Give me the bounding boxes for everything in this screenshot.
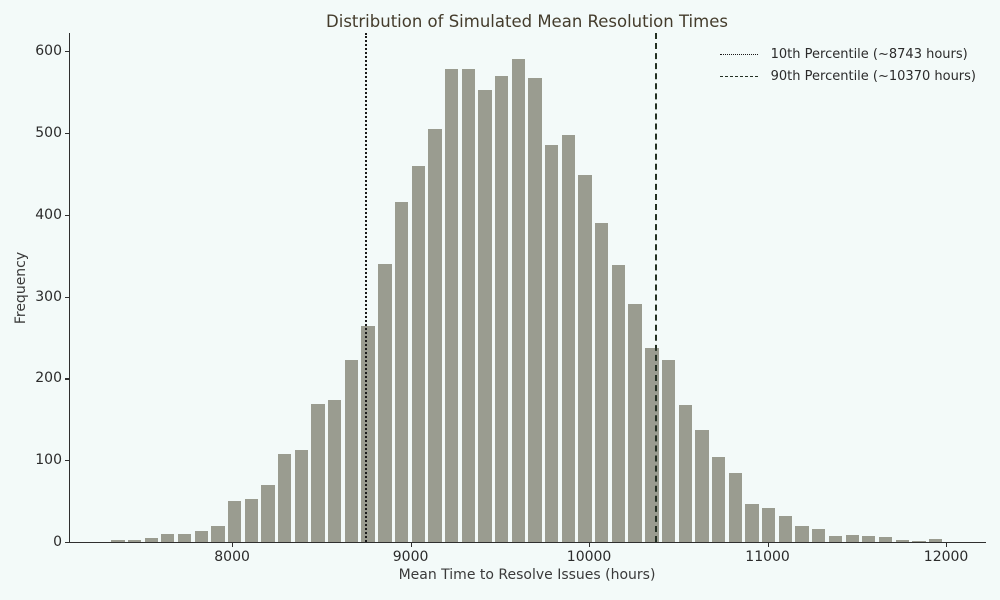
histogram-bar <box>211 525 225 542</box>
y-tick-label: 0 <box>53 534 62 550</box>
y-tick <box>64 132 69 135</box>
x-tick-label: 10000 <box>566 549 612 565</box>
histogram-bar <box>611 264 626 542</box>
legend: 10th Percentile (~8743 hours) 90th Perce… <box>719 46 976 84</box>
histogram-bar <box>311 403 325 542</box>
legend-item-90th-percentile: 90th Percentile (~10370 hours) <box>719 68 976 84</box>
histogram-bar <box>328 399 342 542</box>
chart-title: Distribution of Simulated Mean Resolutio… <box>326 12 728 31</box>
histogram-bar <box>461 69 475 542</box>
y-tick <box>64 296 69 298</box>
x-tick <box>946 542 948 547</box>
dotted-line-icon <box>719 53 758 55</box>
histogram-bar <box>862 536 876 542</box>
legend-item-10th-percentile: 10th Percentile (~8743 hours) <box>719 46 976 62</box>
histogram-bar <box>895 540 909 542</box>
x-tick <box>232 542 234 547</box>
histogram-bar <box>778 515 793 542</box>
histogram-bar <box>294 449 308 542</box>
histogram-bar <box>728 473 742 542</box>
x-tick-label: 12000 <box>923 549 969 565</box>
histogram-bar <box>278 453 292 542</box>
histogram-bar <box>628 303 642 542</box>
histogram-bar <box>761 507 776 542</box>
legend-label: 90th Percentile (~10370 hours) <box>770 68 976 84</box>
y-tick <box>64 51 69 53</box>
histogram-bar <box>428 128 442 542</box>
10th-percentile-line <box>364 33 367 542</box>
histogram-bar <box>244 498 259 542</box>
histogram-bar <box>928 538 943 542</box>
histogram-bar <box>578 174 592 542</box>
histogram-bar <box>828 536 843 542</box>
histogram-bar <box>528 78 542 542</box>
x-tick-label: 11000 <box>745 549 790 565</box>
histogram-bar <box>511 59 526 542</box>
histogram-bar <box>161 533 175 542</box>
histogram-bar <box>845 534 859 542</box>
histogram-bar <box>194 531 208 542</box>
90th-percentile-line <box>655 33 658 542</box>
histogram-bar <box>745 504 759 542</box>
histogram-bar <box>712 456 726 542</box>
y-tick-label: 500 <box>35 124 62 141</box>
y-tick-label: 200 <box>35 370 62 387</box>
x-tick <box>767 542 769 547</box>
histogram-bar <box>394 202 409 542</box>
y-tick <box>64 460 69 462</box>
x-axis-spine <box>69 541 986 543</box>
x-tick <box>410 542 412 547</box>
histogram-bar <box>561 135 576 542</box>
histogram-bar <box>478 90 492 542</box>
y-tick-label: 300 <box>35 288 62 305</box>
histogram-bar <box>878 537 893 542</box>
histogram-bar <box>227 501 242 542</box>
y-tick-label: 600 <box>35 43 62 59</box>
histogram-bar <box>678 404 692 542</box>
y-tick-label: 400 <box>35 206 62 223</box>
y-tick <box>64 542 69 544</box>
legend-label: 10th Percentile (~8743 hours) <box>770 46 968 62</box>
dashed-line-icon <box>719 75 758 77</box>
histogram-bar <box>595 222 609 542</box>
histogram-bar <box>795 526 809 542</box>
histogram-bar <box>444 69 459 542</box>
histogram-bar <box>411 165 425 542</box>
histogram-bar <box>812 528 826 542</box>
histogram-bar <box>545 145 559 542</box>
histogram-bar <box>695 429 709 542</box>
y-tick <box>64 378 69 380</box>
x-tick-label: 9000 <box>392 549 429 565</box>
histogram-bar <box>344 360 359 542</box>
histogram-bar <box>111 540 125 542</box>
histogram-bar <box>261 484 275 542</box>
y-axis-spine <box>69 33 71 542</box>
histogram-bar <box>177 533 192 542</box>
histogram-bar <box>144 537 158 542</box>
histogram-bar <box>494 75 509 542</box>
y-tick <box>64 214 69 216</box>
y-tick-label: 100 <box>35 452 62 469</box>
x-tick-label: 8000 <box>214 549 250 565</box>
histogram-bar <box>127 540 142 542</box>
x-axis-label: Mean Time to Resolve Issues (hours) <box>398 567 656 583</box>
x-tick <box>589 542 591 547</box>
histogram-bar <box>661 360 676 542</box>
histogram-bar <box>361 325 375 542</box>
histogram-bar <box>378 263 392 542</box>
